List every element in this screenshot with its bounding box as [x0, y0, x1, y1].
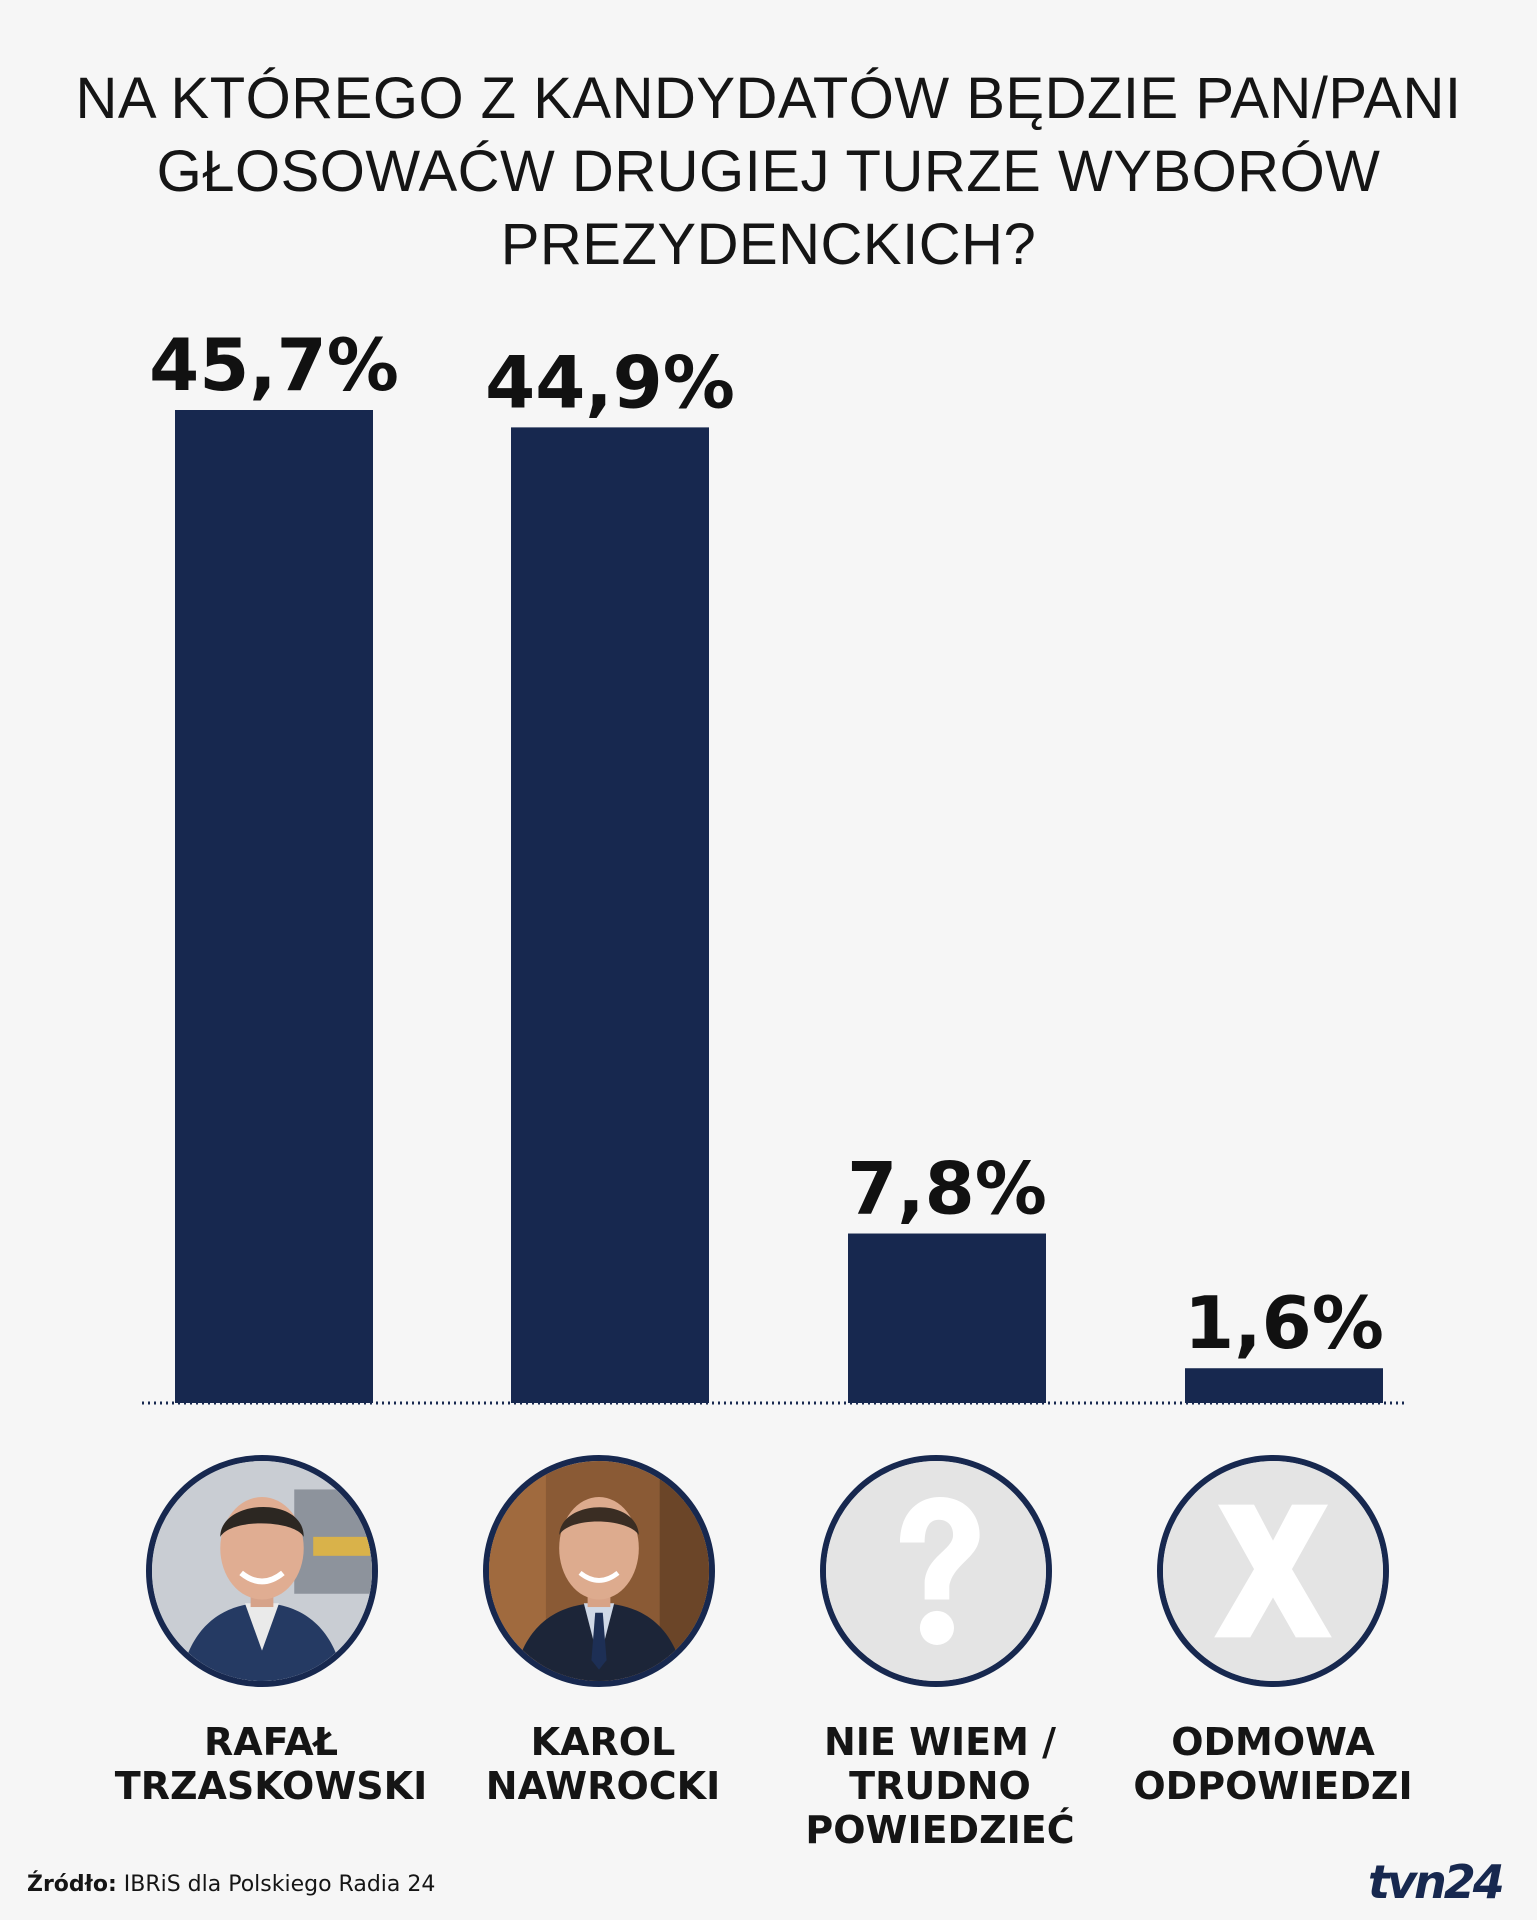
category-label-line: NIE WIEM /: [823, 1720, 1057, 1764]
category-label-line: TRUDNO: [849, 1764, 1031, 1808]
title-line-2: GŁOSOWAĆW DRUGIEJ TURZE WYBORÓW: [156, 139, 1381, 204]
source-text: IBRiS dla Polskiego Radia 24: [116, 1872, 436, 1897]
question-mark-icon: [826, 1461, 1046, 1681]
category-label-refusal: ODMOWA ODPOWIEDZI: [1113, 1720, 1433, 1808]
bar-4: [1185, 1368, 1383, 1403]
source-note: Źródło: IBRiS dla Polskiego Radia 24: [27, 1872, 435, 1897]
logo-text: tvn24: [1368, 1855, 1503, 1908]
title-line-1: NA KTÓREGO Z KANDYDATÓW BĘDZIE PAN/PANI: [75, 66, 1462, 131]
value-label-3: 7,8%: [847, 1147, 1047, 1231]
bar-1: [175, 410, 373, 1403]
bars-group: [175, 410, 1383, 1403]
category-label-line: KAROL: [530, 1720, 676, 1764]
avatar-unknown: [820, 1455, 1052, 1687]
x-icon: [1163, 1461, 1383, 1681]
category-label-line: POWIEDZIEĆ: [805, 1808, 1075, 1852]
tvn24-logo: tvn24: [1368, 1855, 1506, 1908]
avatar-nawrocki: [483, 1455, 715, 1687]
value-labels-group: 45,7% 44,9% 7,8% 1,6%: [149, 323, 1384, 1365]
bar-2: [511, 427, 709, 1403]
bar-3: [848, 1233, 1046, 1403]
portrait-photo: [152, 1461, 372, 1681]
category-label-line: RAFAŁ: [203, 1720, 339, 1764]
source-prefix: Źródło:: [27, 1872, 117, 1897]
category-label-line: TRZASKOWSKI: [114, 1764, 428, 1808]
category-label-line: ODMOWA: [1171, 1720, 1375, 1764]
value-label-2: 44,9%: [485, 340, 735, 424]
title-line-3: PREZYDENCKICH?: [500, 212, 1037, 277]
category-label-nawrocki: KAROL NAWROCKI: [443, 1720, 763, 1808]
value-label-1: 45,7%: [149, 323, 399, 407]
avatar-trzaskowski: [146, 1455, 378, 1687]
category-label-unknown: NIE WIEM / TRUDNO POWIEDZIEĆ: [780, 1720, 1100, 1852]
category-label-line: NAWROCKI: [485, 1764, 721, 1808]
portrait-photo: [489, 1461, 709, 1681]
category-label-trzaskowski: RAFAŁ TRZASKOWSKI: [111, 1720, 431, 1808]
chart-title: NA KTÓREGO Z KANDYDATÓW BĘDZIE PAN/PANI …: [40, 62, 1497, 281]
value-label-4: 1,6%: [1184, 1281, 1384, 1365]
category-label-line: ODPOWIEDZI: [1133, 1764, 1413, 1808]
avatar-refusal: [1157, 1455, 1389, 1687]
